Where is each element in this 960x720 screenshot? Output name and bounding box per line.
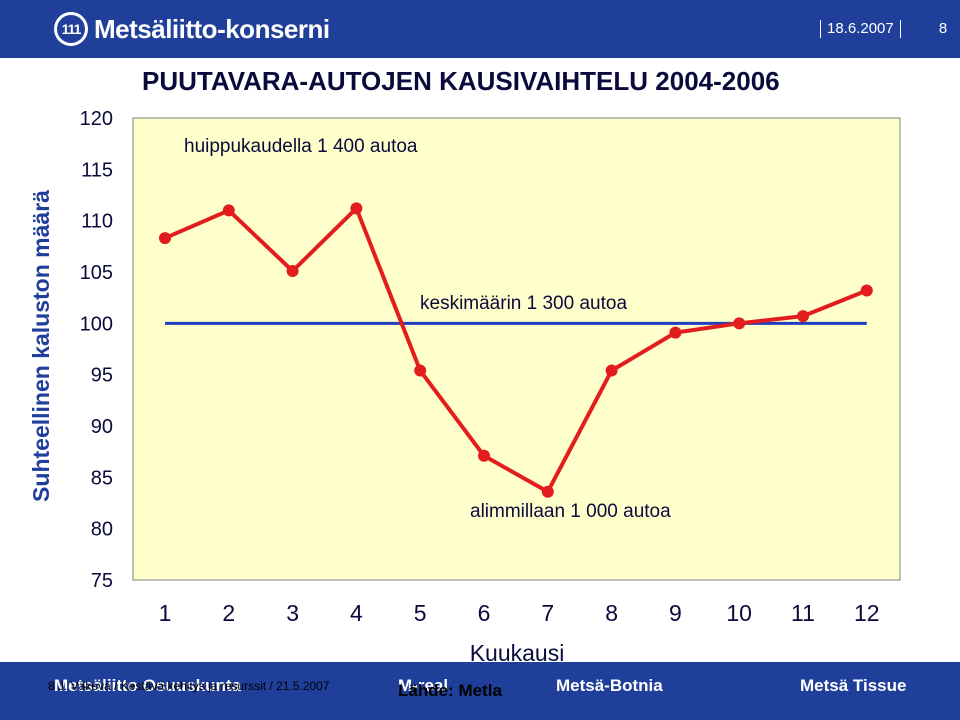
x-tick-label: 7 [541, 600, 554, 626]
data-point [541, 485, 554, 498]
metsaliitto-logo: 111 Metsäliitto-konserni [54, 10, 330, 48]
footer-brand-metsaliitto-osuuskunta: Metsäliitto Osuuskunta [54, 676, 242, 695]
x-tick-label: 9 [669, 600, 682, 626]
y-tick-label: 95 [91, 365, 113, 387]
y-axis-label: Suhteellinen kaluston määrä [28, 190, 54, 502]
data-point [669, 326, 682, 339]
y-tick-label: 75 [91, 570, 113, 592]
y-tick-label: 115 [81, 159, 113, 181]
footer-brand-metsa-tissue: Metsä Tissue [800, 676, 907, 695]
x-tick-label: 5 [414, 600, 427, 626]
footnote: 8 J. Väkevä / Kestävä kehitys ja resurss… [48, 679, 330, 693]
x-tick-label: 6 [478, 600, 491, 626]
data-point [478, 449, 490, 462]
y-tick-label: 120 [80, 108, 113, 130]
x-tick-label: 12 [854, 600, 880, 626]
y-tick-label: 80 [91, 519, 113, 541]
y-tick-label: 85 [91, 467, 113, 489]
footer-bar: Metsäliitto Osuuskunta M-real Metsä-Botn… [0, 662, 960, 720]
data-point [159, 232, 171, 245]
series-line [164, 206, 868, 494]
y-axis: 120 115 110 105 100 95 90 85 80 75 [80, 108, 113, 592]
x-tick-label: 1 [159, 600, 172, 626]
x-tick-label: 4 [350, 600, 363, 626]
plot-area [132, 117, 901, 581]
footer-brand-m-real: M-real [398, 676, 449, 695]
logo-mark-icon: 111 [54, 12, 88, 46]
data-point [797, 310, 809, 323]
annotation-low: alimmillaan 1 000 autoa [470, 501, 671, 522]
data-point [860, 284, 873, 297]
page-number: 8 [938, 20, 948, 37]
series-points [159, 202, 873, 498]
header-bar: 111 Metsäliitto-konserni 18.6.2007 8 [0, 0, 960, 58]
x-tick-label: 11 [791, 600, 815, 626]
x-tick-label: 2 [222, 600, 235, 626]
y-tick-label: 110 [81, 211, 113, 233]
x-tick-label: 3 [286, 600, 299, 626]
y-tick-label: 105 [80, 262, 113, 284]
annotation-peak: huippukaudella 1 400 autoa [184, 136, 418, 157]
logo-text: Metsäliitto-konserni [94, 13, 330, 44]
data-point [350, 202, 363, 215]
source-label: Lähde: Metla [398, 681, 502, 700]
y-tick-label: 100 [80, 313, 113, 335]
slide-date: 18.6.2007 [820, 20, 901, 38]
data-point [733, 317, 746, 330]
x-tick-label: 8 [605, 600, 618, 626]
annotation-average: keskimäärin 1 300 autoa [420, 293, 627, 314]
chart-title: PUUTAVARA-AUTOJEN KAUSIVAIHTELU 2004-200… [142, 66, 780, 96]
data-point [605, 364, 618, 377]
x-axis: 1 2 3 4 5 6 7 8 9 10 11 12 [159, 600, 880, 626]
data-point [414, 364, 427, 377]
footer-brand-metsa-botnia: Metsä-Botnia [556, 676, 663, 695]
data-point [286, 264, 299, 277]
y-tick-label: 90 [91, 416, 113, 438]
data-point [222, 204, 235, 217]
x-axis-label: Kuukausi [470, 640, 565, 666]
x-tick-label: 10 [726, 600, 752, 626]
